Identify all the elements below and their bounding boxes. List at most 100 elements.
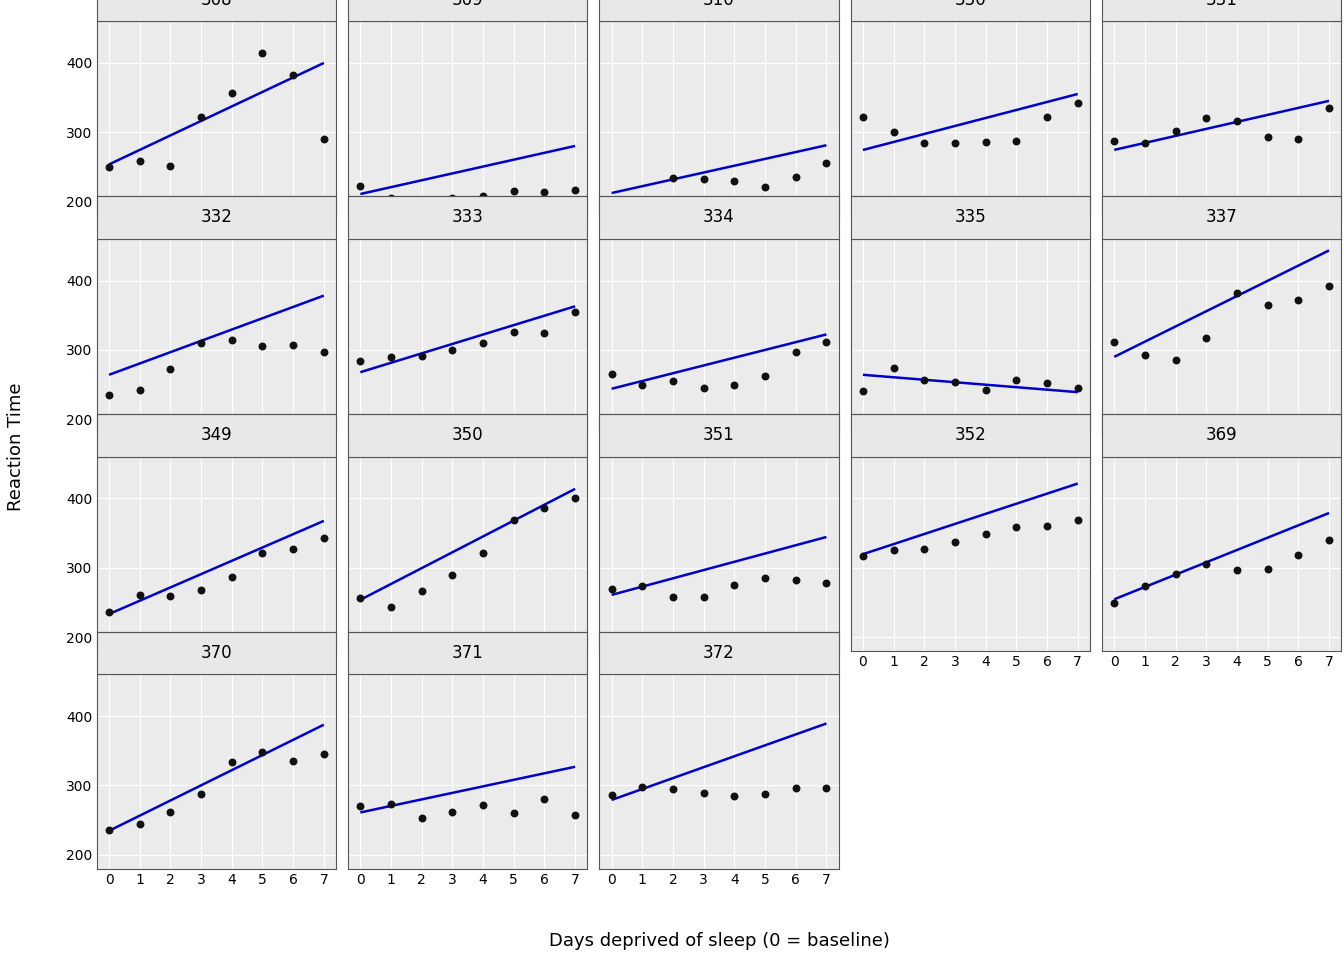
Point [785,169,806,184]
Point [442,567,464,583]
Bar [97,0,336,21]
Point [1134,135,1156,151]
Point [564,304,586,320]
Point [380,797,402,812]
Point [411,192,433,207]
Point [723,577,745,592]
Text: 333: 333 [452,208,484,227]
Point [375,374,396,390]
Point [754,180,775,195]
Point [344,252,366,267]
Point [1226,562,1247,577]
Point [251,339,273,354]
Point [313,530,335,545]
Point [220,332,242,348]
Point [632,377,653,393]
Point [98,388,120,403]
Text: 337: 337 [1206,208,1238,227]
Point [852,549,874,564]
Point [344,34,366,49]
Point [1318,532,1340,547]
Text: 372: 372 [703,644,735,662]
Bar [599,196,839,239]
Text: 351: 351 [703,426,735,444]
Bar [97,196,336,239]
Bar [348,414,587,457]
Text: 349: 349 [200,426,233,444]
Point [694,381,715,396]
Point [1098,500,1120,516]
Point [1129,498,1150,514]
Point [785,572,806,588]
Point [632,579,653,594]
Text: 334: 334 [703,208,735,227]
Point [663,373,684,389]
Point [601,788,622,804]
Point [380,349,402,365]
Point [626,729,648,744]
Point [595,492,617,508]
Point [945,535,966,550]
Point [785,345,806,360]
Point [411,583,433,598]
Text: Days deprived of sleep (0 = baseline): Days deprived of sleep (0 = baseline) [548,932,890,950]
Bar [97,414,336,457]
Bar [1102,196,1341,239]
Point [1005,519,1027,535]
Point [1129,79,1150,94]
Text: 310: 310 [703,0,735,9]
Point [847,318,868,333]
Point [1103,595,1125,611]
Point [375,528,396,543]
Point [914,135,935,151]
Point [503,512,524,527]
Point [1103,133,1125,149]
Point [1288,293,1309,308]
Point [723,377,745,393]
Point [349,799,371,814]
Point [534,500,555,516]
Point [1165,123,1187,138]
Point [1134,578,1156,593]
Point [1005,133,1027,149]
Point [282,541,304,557]
Point [220,754,242,769]
Point [344,529,366,544]
Point [220,569,242,585]
Point [816,335,837,350]
Point [626,179,648,194]
Point [1318,101,1340,116]
Point [411,348,433,364]
Point [816,575,837,590]
Point [1257,130,1278,145]
Point [1067,513,1089,528]
Point [1196,110,1218,126]
Point [160,158,181,174]
Point [945,134,966,150]
Point [601,195,622,210]
Point [1257,562,1278,577]
Text: 330: 330 [954,0,986,9]
Text: 308: 308 [200,0,233,9]
Point [564,181,586,197]
Point [380,190,402,205]
Point [852,109,874,125]
Text: 332: 332 [200,208,233,227]
Point [1067,95,1089,110]
Point [349,590,371,606]
Point [595,732,617,748]
Point [847,759,868,775]
Point [883,361,905,376]
Point [503,805,524,821]
Point [129,154,151,169]
Point [472,188,493,204]
Point [816,156,837,171]
Point [883,124,905,139]
Point [534,325,555,341]
Bar [851,196,1090,239]
Point [974,382,996,397]
Point [626,297,648,312]
Bar [348,632,587,674]
Point [251,744,273,759]
Point [1103,334,1125,349]
